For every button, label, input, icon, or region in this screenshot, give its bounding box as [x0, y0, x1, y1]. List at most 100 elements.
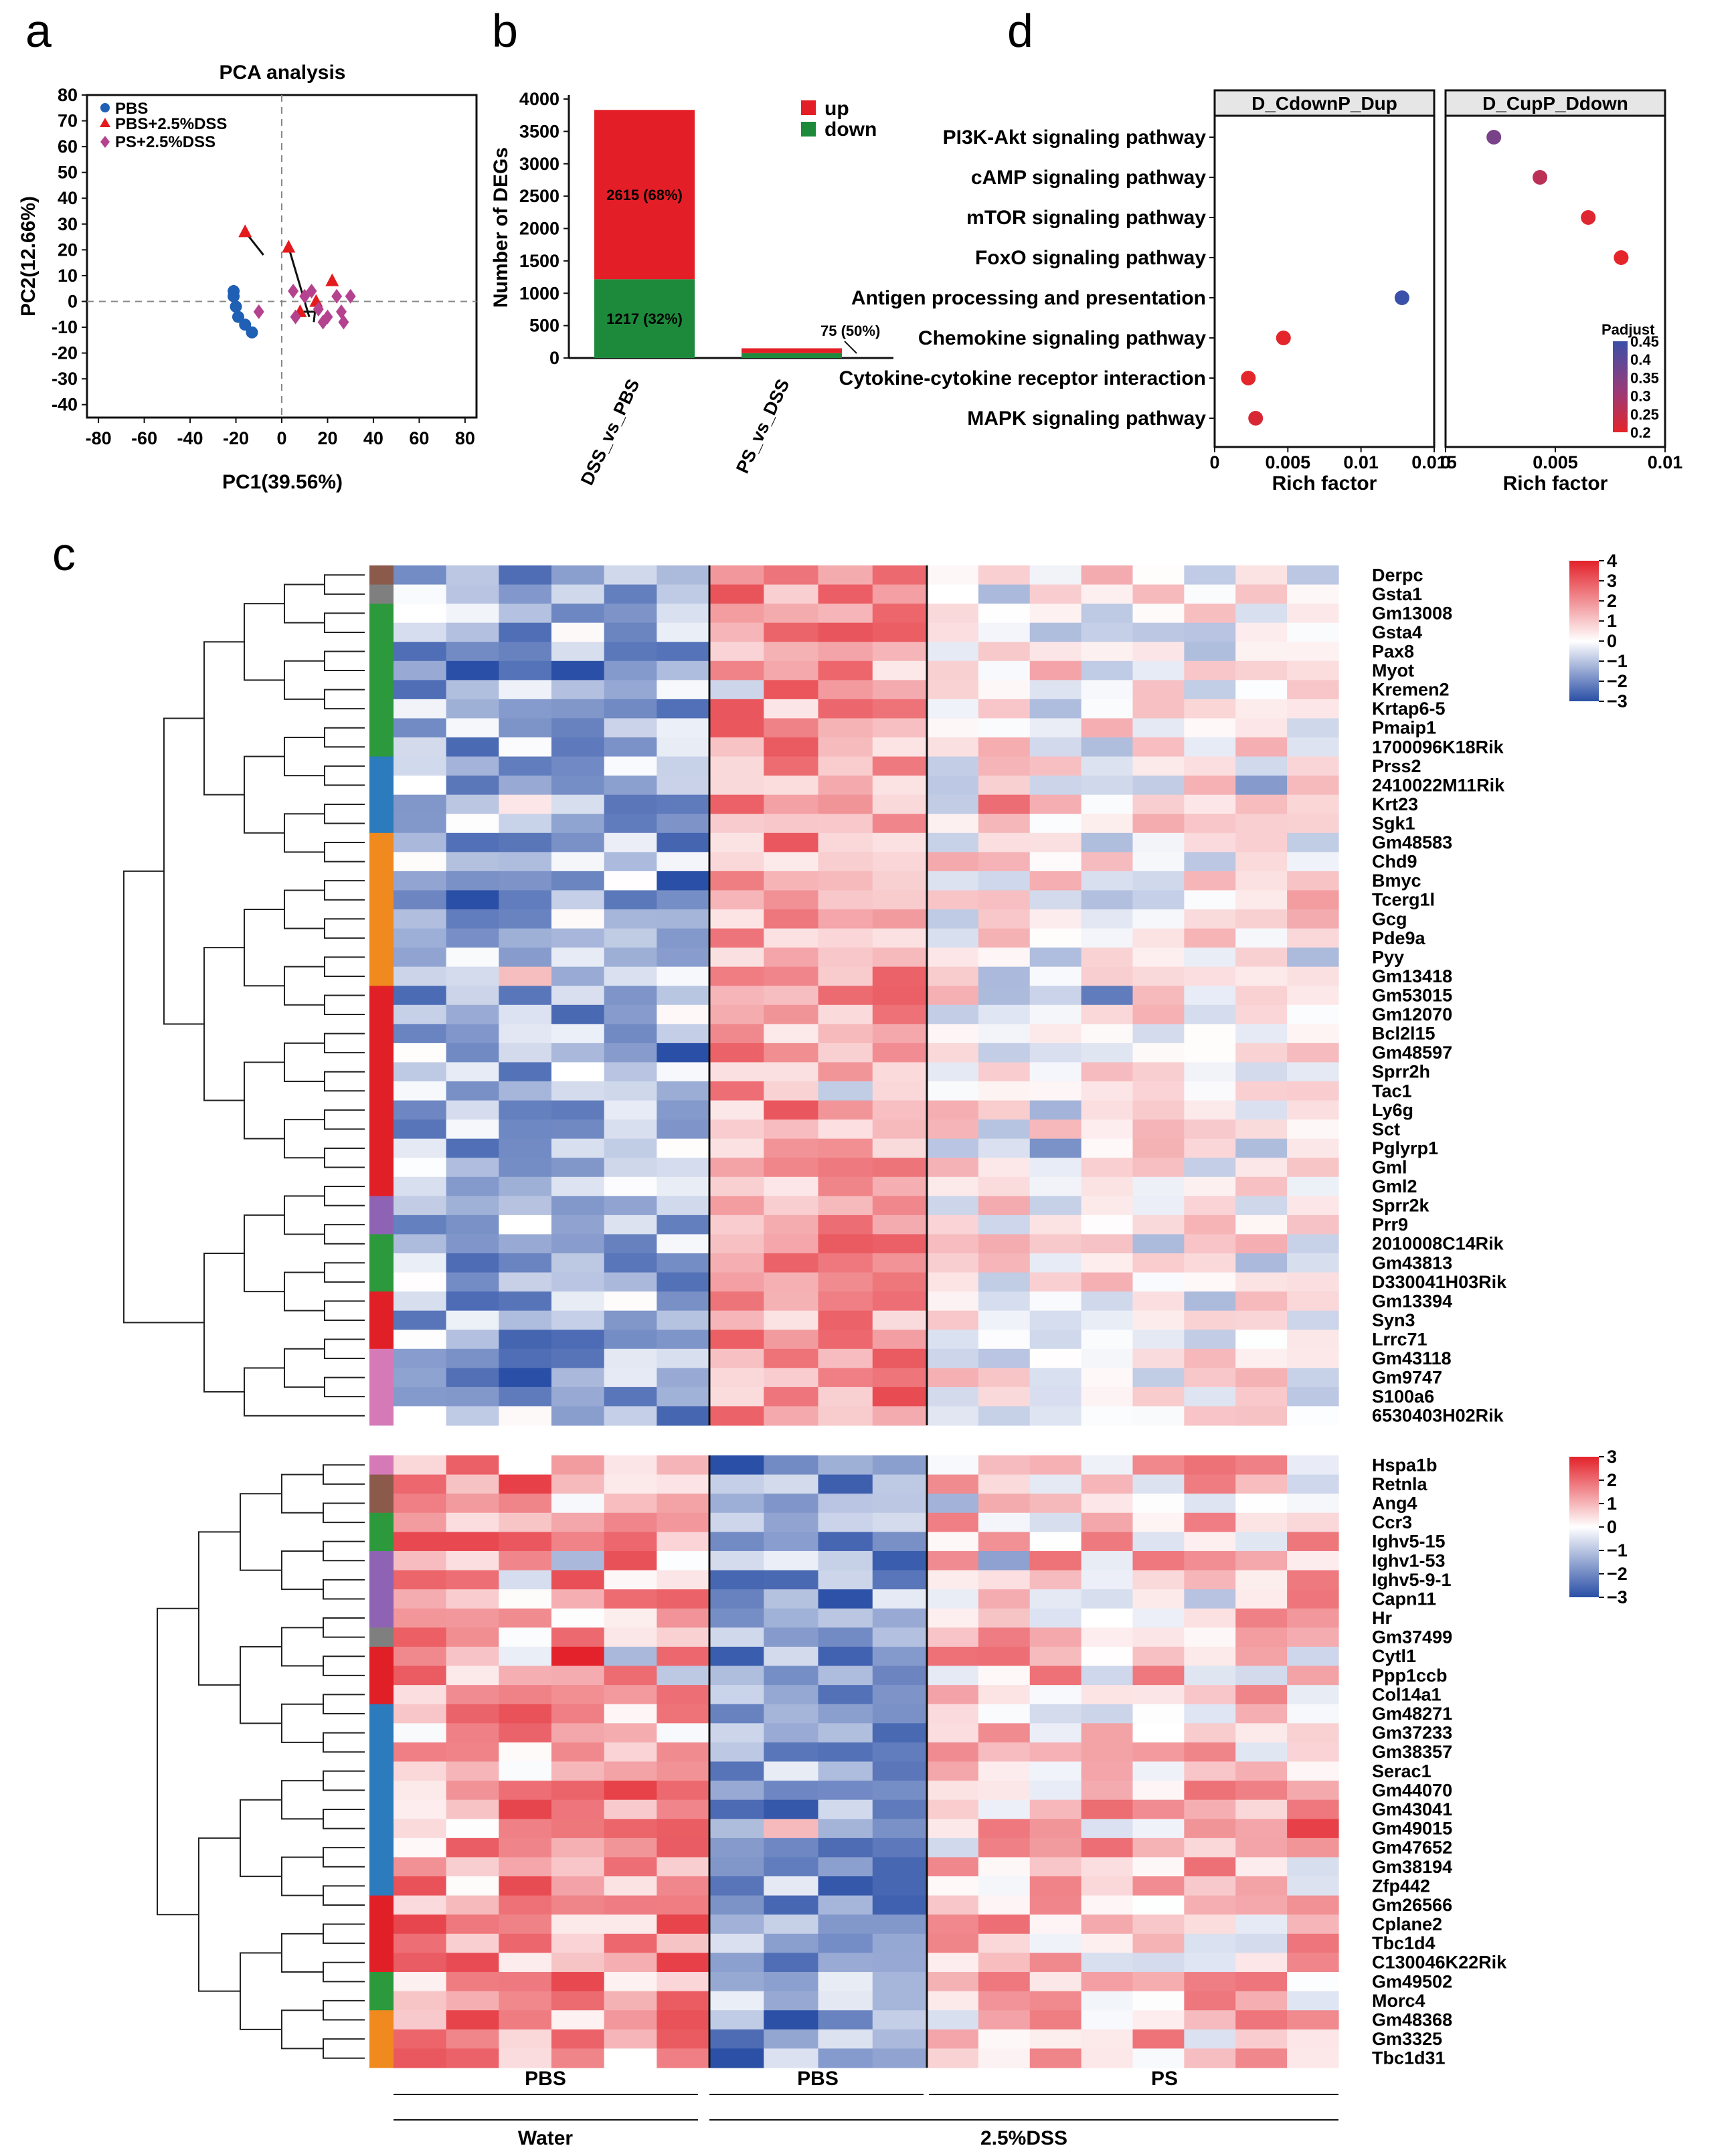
heatmap-cell: [1029, 1406, 1082, 1426]
heatmap-cell: [1081, 1627, 1134, 1647]
heatmap-cell: [709, 1310, 764, 1330]
heatmap-cell: [1287, 1474, 1339, 1494]
heatmap-cell: [1029, 642, 1082, 662]
heatmap-cell: [1184, 565, 1236, 586]
heatmap-cell: [1081, 948, 1134, 968]
heatmap-cell: [818, 642, 873, 662]
heatmap-cell: [764, 1253, 819, 1273]
heatmap-cell: [499, 1474, 552, 1494]
pca-xtick-label: 40: [363, 428, 383, 448]
heatmap-cell: [604, 680, 657, 700]
dendrogram-branch: [244, 1214, 284, 1293]
heatmap-cell: [551, 1876, 605, 1896]
heatmap-cell: [1132, 1761, 1185, 1781]
heatmap-cell: [1235, 1291, 1288, 1312]
heatmap-cell: [927, 1043, 979, 1063]
heatmap-cell: [818, 1646, 873, 1667]
heatmap-cell: [709, 1253, 764, 1273]
heatmap-cell: [1184, 1406, 1236, 1426]
heatmap-cell: [657, 1666, 710, 1686]
heatmap-cell: [394, 2010, 447, 2030]
heatmap-cell: [1184, 794, 1236, 814]
heatmap-cell: [1029, 1348, 1082, 1368]
heatmap-cell: [551, 1158, 605, 1178]
gene-label-gm37233: Gm37233: [1372, 1723, 1452, 1743]
heatmap-cell: [1184, 948, 1236, 968]
heatmap-cell: [604, 1532, 657, 1552]
heatmap-cell: [927, 737, 979, 757]
heatmap-cell: [551, 1512, 605, 1532]
heatmap-cell: [551, 1666, 605, 1686]
heatmap-cell: [872, 928, 928, 948]
heatmap-cell: [1235, 1837, 1288, 1858]
heatmap-cell: [499, 1272, 552, 1292]
dendrogram-branch: [324, 803, 365, 824]
heatmap-cell: [709, 1914, 764, 1935]
heatmap-cell: [1132, 1933, 1185, 1954]
heatmap-cell: [1184, 966, 1236, 986]
heatmap-cell: [709, 1272, 764, 1292]
heatmap-cell: [1132, 1291, 1185, 1312]
colorbar-tick-label: 3: [1607, 571, 1617, 591]
heatmap-cell: [1184, 680, 1236, 700]
heatmap-cell: [499, 1799, 552, 1819]
heatmap-cell: [1235, 2029, 1288, 2050]
heatmap-cell: [978, 1272, 1031, 1292]
heatmap-cell: [1132, 966, 1185, 986]
heatmap-cell: [709, 699, 764, 719]
heatmap-cell: [709, 1043, 764, 1063]
heatmap-cell: [927, 1215, 979, 1235]
gene-label-ighv1-53: Ighv1-53: [1372, 1550, 1446, 1570]
heatmap-cell: [818, 1532, 873, 1552]
heatmap-cell: [657, 1876, 710, 1896]
heatmap-cell: [657, 1933, 710, 1954]
pca-ytick-label: 10: [58, 266, 78, 286]
heatmap-cell: [1081, 1215, 1134, 1235]
heatmap-cell: [604, 986, 657, 1006]
heatmap-cell: [1029, 1972, 1082, 1992]
cluster-bar-brown: [369, 1474, 394, 1514]
heatmap-cell: [709, 1291, 764, 1312]
gene-label-sct: Sct: [1372, 1119, 1400, 1139]
heatmap-cell: [978, 794, 1031, 814]
heatmap-cell: [818, 1704, 873, 1724]
heatmap-cell: [446, 1310, 499, 1330]
heatmap-cell: [446, 966, 499, 986]
heatmap-cell: [764, 2048, 819, 2068]
group-label-water: Water: [518, 2127, 574, 2149]
pca-point-pbs: [239, 319, 252, 331]
heatmap-cell: [709, 1742, 764, 1763]
gene-label-ly6g: Ly6g: [1372, 1100, 1413, 1120]
heatmap-cell: [657, 1991, 710, 2011]
heatmap-cell: [764, 1081, 819, 1101]
heatmap-cell: [1287, 1386, 1339, 1407]
heatmap-cell: [1235, 1608, 1288, 1628]
heatmap-cell: [1132, 832, 1185, 852]
heatmap-cell: [927, 1933, 979, 1954]
heatmap-cell: [764, 1972, 819, 1992]
heatmap-cell: [927, 1474, 979, 1494]
heatmap-cell: [551, 2048, 605, 2068]
heatmap-cell: [818, 1196, 873, 1216]
heatmap-cell: [551, 986, 605, 1006]
heatmap-cell: [551, 1215, 605, 1235]
heatmap-cell: [446, 756, 499, 776]
heatmap-cell: [709, 1348, 764, 1368]
heatmap-cell: [818, 1386, 873, 1407]
heatmap-cell: [1235, 584, 1288, 604]
heatmap-cell: [394, 1348, 447, 1368]
heatmap-cell: [551, 660, 605, 681]
heatmap-cell: [446, 1138, 499, 1158]
padjust-colorbar: [1613, 341, 1628, 432]
heatmap-cell: [1184, 756, 1236, 776]
dendrogram-branch: [198, 1531, 240, 1686]
pca-point-pbs: [232, 310, 244, 323]
heatmap-cell: [978, 1455, 1031, 1475]
padjust-tick-label: 0.4: [1630, 351, 1651, 368]
heatmap-cell: [604, 584, 657, 604]
heatmap-cell: [394, 1004, 447, 1024]
heatmap-cell: [604, 1330, 657, 1350]
heatmap-cell: [818, 1024, 873, 1044]
heatmap-cell: [1132, 1043, 1185, 1063]
heatmap-cell: [1081, 1024, 1134, 1044]
